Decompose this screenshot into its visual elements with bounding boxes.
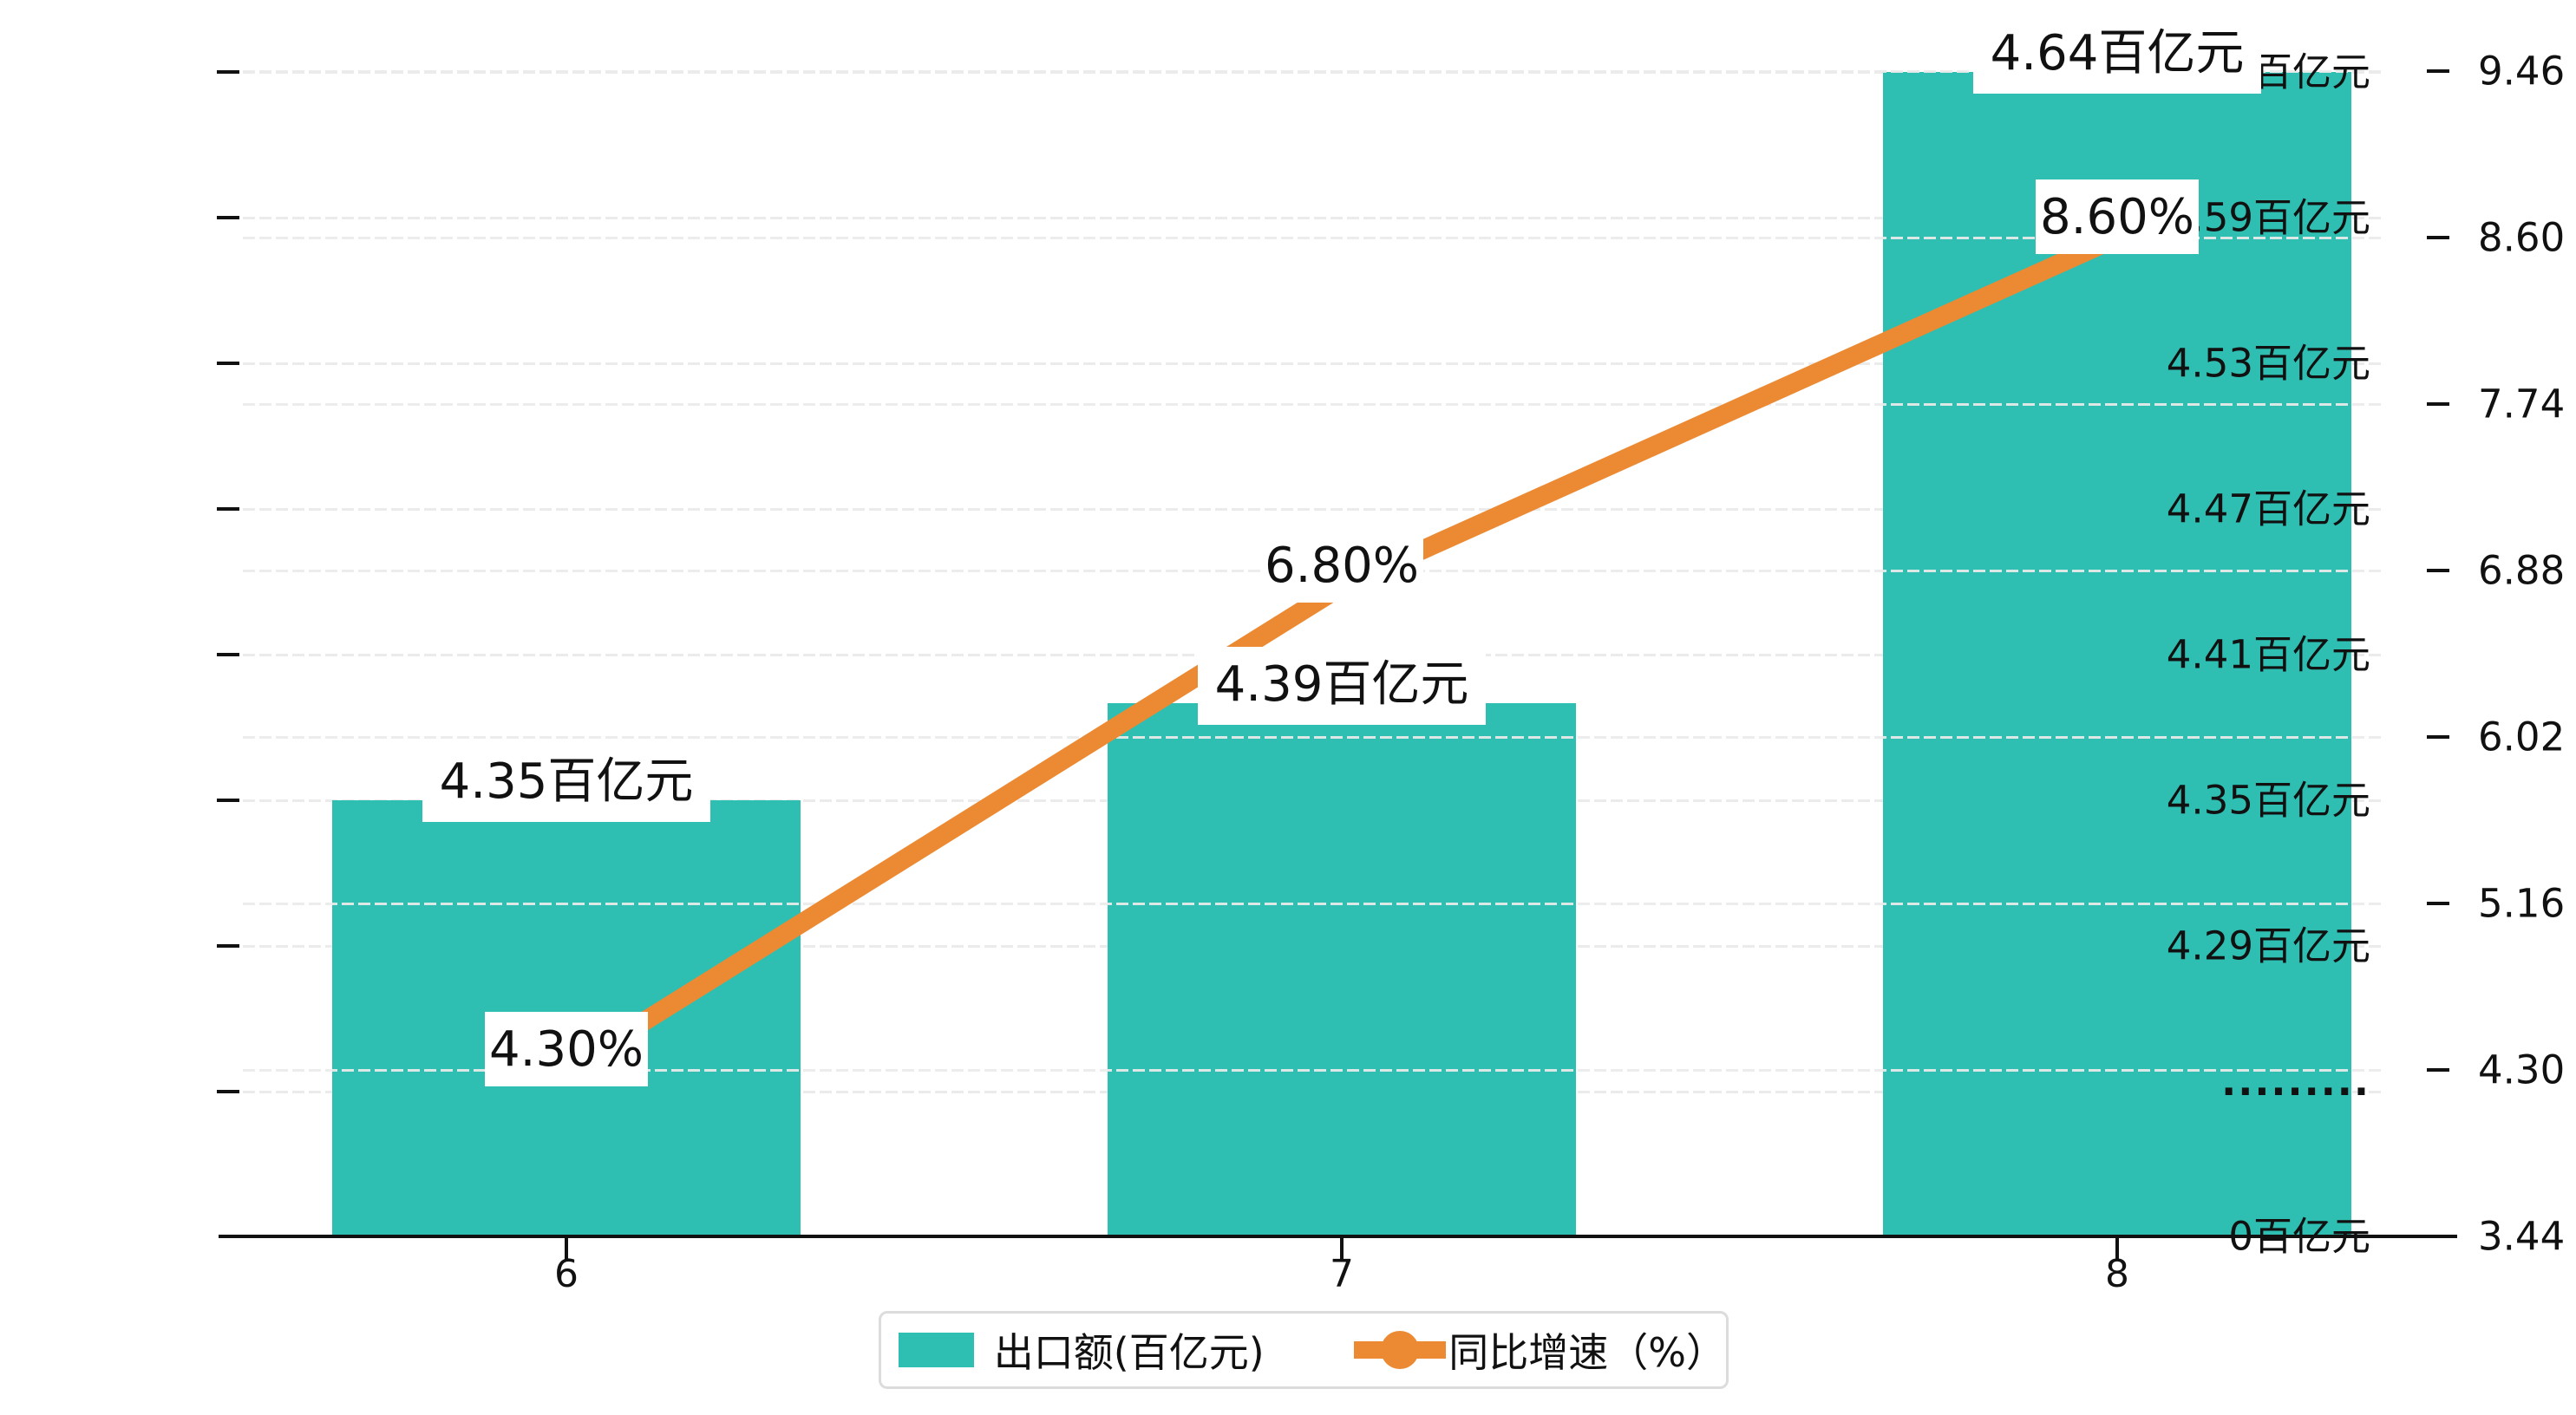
right-gridline [243,903,2383,905]
growth-value-label: 6.80% [1260,528,1423,603]
left-axis-tick [217,507,239,511]
axis-break-label: ········· [2221,1068,2370,1115]
right-gridline [243,1069,2383,1072]
right-axis-tick-label: 6.88 [2478,547,2566,594]
legend-dot-icon [1380,1331,1419,1369]
right-axis-tick [2427,902,2449,905]
legend-line-label: 同比增速（%） [1448,1329,1726,1376]
bar-month-8 [1883,72,2351,1235]
x-axis-line [219,1235,2457,1238]
left-axis-tick-label: 4.47百亿元 [2166,486,2370,532]
legend-bar-label: 出口额(百亿元) [993,1329,1265,1376]
left-axis-tick [217,1090,239,1093]
right-axis-tick [2427,402,2449,406]
left-axis-tick [217,216,239,219]
left-axis-tick [217,653,239,656]
x-axis-tick-label: 7 [1330,1252,1354,1296]
x-axis-tick [1340,1238,1344,1261]
right-gridline [243,70,2383,73]
right-axis-tick-label: 9.46 [2478,48,2566,95]
x-axis-tick [2115,1238,2119,1261]
right-gridline [243,403,2383,406]
right-axis-tick-label: 7.74 [2478,381,2566,427]
x-axis-tick-label: 8 [2105,1252,2129,1296]
bar-value-label: 4.64百亿元 [1973,16,2261,94]
right-axis-tick [2427,236,2449,239]
left-axis-zero-label: 0百亿元 [2228,1213,2370,1260]
left-axis-tick [217,70,239,74]
right-axis-tick-label: 6.02 [2478,714,2566,760]
right-axis-tick-label: 4.30 [2478,1047,2566,1093]
left-axis-tick-label: 4.35百亿元 [2166,777,2370,824]
bar-month-7 [1108,703,1576,1235]
growth-value-label: 8.60% [2036,179,2199,254]
left-axis-tick-label: 4.53百亿元 [2166,340,2370,387]
right-axis-tick [2427,69,2449,73]
right-axis-tick [2427,1235,2449,1238]
growth-value-label: 4.30% [485,1012,648,1086]
bar-value-label: 4.39百亿元 [1198,647,1486,725]
left-axis-tick-label: 4.29百亿元 [2166,923,2370,969]
right-axis-tick-label: 5.16 [2478,880,2566,927]
left-axis-tick [217,799,239,802]
right-gridline [243,237,2383,239]
right-axis-tick-label: 3.44 [2478,1213,2566,1260]
left-axis-tick-label: 4.59百亿元 [2166,194,2370,241]
left-axis-tick-label: 4.41百亿元 [2166,631,2370,678]
left-gridline [243,362,2383,365]
bar-value-label: 4.35百亿元 [422,744,710,822]
x-axis-tick-label: 6 [554,1252,579,1296]
right-axis-tick [2427,569,2449,572]
left-axis-tick [217,944,239,948]
left-gridline [243,508,2383,511]
left-axis-tick [217,362,239,365]
right-axis-tick [2427,735,2449,739]
left-gridline [243,217,2383,219]
legend-bar-swatch [899,1333,975,1367]
right-gridline [243,736,2383,739]
x-axis-tick [565,1238,568,1261]
legend-line-marker-icon [1353,1330,1446,1370]
legend: 出口额(百亿元) 同比增速（%） [879,1311,1729,1389]
right-axis-tick [2427,1068,2449,1072]
right-axis-tick-label: 8.60 [2478,214,2566,261]
